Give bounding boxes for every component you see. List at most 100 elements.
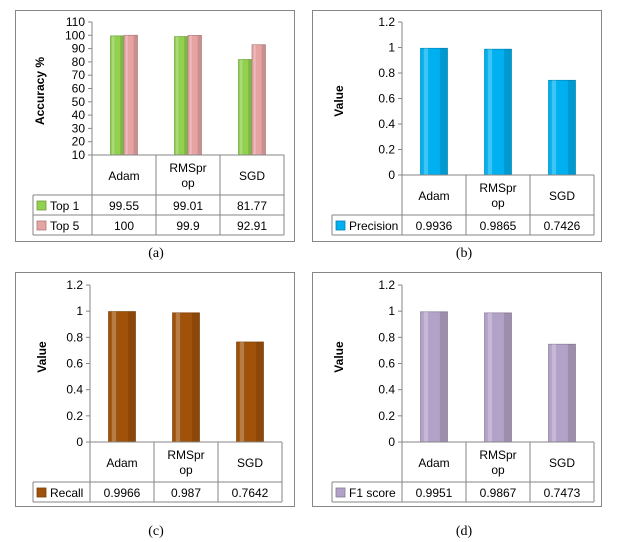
bar-shadow <box>503 312 512 442</box>
bar <box>420 47 448 176</box>
bar-shadow <box>567 80 576 175</box>
y-tick-label: 1 <box>388 304 395 318</box>
bar-highlight <box>253 44 256 155</box>
legend-label: Top 5 <box>50 219 80 233</box>
bar <box>172 312 200 443</box>
panel-caption: (b) <box>455 246 473 261</box>
x-category-label: RMSpr <box>167 448 204 462</box>
data-label: 0.987 <box>171 486 201 500</box>
bar <box>548 79 576 176</box>
chart-panel-c: Value 0 0.2 0.4 0.6 0.8 1 1.2 Adam RMSpr op SGD Rec… <box>0 270 300 542</box>
bar-highlight <box>125 35 128 155</box>
bar <box>108 311 136 443</box>
bar <box>236 341 264 443</box>
y-tick-label: 1.2 <box>378 15 395 29</box>
legend-label: Recall <box>50 486 83 500</box>
y-tick-label: 0.8 <box>66 330 83 344</box>
x-category-label: Adam <box>418 189 449 203</box>
x-category-label: RMSpr <box>479 448 516 462</box>
y-tick-label: 80 <box>72 55 86 69</box>
bar-highlight <box>111 311 117 442</box>
bar <box>420 311 448 443</box>
data-label: 0.9966 <box>104 486 141 500</box>
bar-highlight <box>423 311 429 442</box>
bar-shadow <box>248 59 252 155</box>
legend-key <box>335 220 346 231</box>
y-tick-label: 60 <box>72 82 86 96</box>
panel-caption: (c) <box>148 524 164 539</box>
bar-shadow <box>120 35 124 155</box>
y-tick-label: 0.2 <box>378 143 395 157</box>
y-tick-label: 0.6 <box>66 357 83 371</box>
bar-shadow <box>184 36 188 155</box>
x-category-label: op <box>181 176 195 190</box>
x-category-label: Adam <box>108 169 139 183</box>
x-category-label: op <box>491 463 505 477</box>
data-label: 0.9936 <box>416 219 453 233</box>
bar-shadow <box>197 35 202 155</box>
data-label: 99.01 <box>173 199 203 213</box>
panel-caption: (a) <box>148 246 164 261</box>
y-tick-label: 0.6 <box>378 357 395 371</box>
legend-label: Top 1 <box>50 199 80 213</box>
y-tick-label: 40 <box>72 108 86 122</box>
x-category-label: SGD <box>549 456 575 470</box>
y-tick-label: 0.8 <box>378 66 395 80</box>
data-label: 0.9951 <box>416 486 453 500</box>
y-tick-label: 90 <box>72 42 86 56</box>
bar-highlight <box>551 344 557 442</box>
data-label: 0.7473 <box>544 486 581 500</box>
legend-label: F1 score <box>349 486 396 500</box>
chart-panel-a: Accuracy % 10 20 30 40 50 60 70 80 90 100 110 Adam R… <box>0 0 300 270</box>
x-category-label: op <box>179 463 193 477</box>
data-label: 99.55 <box>109 199 139 213</box>
y-tick-label: 0.4 <box>66 383 83 397</box>
y-tick-label: 0 <box>388 435 395 449</box>
y-tick-label: 0.8 <box>378 330 395 344</box>
x-category-label: RMSpr <box>479 181 516 195</box>
bar-shadow <box>503 49 512 175</box>
x-category-label: SGD <box>237 456 263 470</box>
y-tick-label: 70 <box>72 68 86 82</box>
x-category-label: SGD <box>239 169 265 183</box>
y-tick-label: 0.2 <box>378 409 395 423</box>
y-tick-label: 10 <box>72 148 86 162</box>
bar-highlight <box>176 36 179 155</box>
bar-shadow <box>567 344 576 442</box>
data-label: 100 <box>114 219 134 233</box>
y-tick-label: 0 <box>388 168 395 182</box>
y-tick-label: 50 <box>72 95 86 109</box>
bar-shadow <box>127 311 136 442</box>
data-label: 81.77 <box>237 199 267 213</box>
bar-highlight <box>551 80 557 175</box>
x-category-label: Adam <box>106 456 137 470</box>
x-category-label: Adam <box>418 456 449 470</box>
data-label: 0.9867 <box>480 486 517 500</box>
bar-shadow <box>191 312 200 442</box>
y-tick-label: 0.2 <box>66 409 83 423</box>
legend-key <box>335 487 346 498</box>
x-category-label: op <box>491 196 505 210</box>
bar-shadow <box>439 48 448 176</box>
bar-highlight <box>240 59 243 155</box>
x-category-label: SGD <box>549 189 575 203</box>
bar-shadow <box>261 44 266 155</box>
data-label: 0.7426 <box>544 219 581 233</box>
y-tick-label: 1 <box>388 41 395 55</box>
y-tick-label: 1.2 <box>378 278 395 292</box>
bar-highlight <box>423 48 429 176</box>
legend-key <box>36 200 47 211</box>
bar-highlight <box>239 342 245 442</box>
y-tick-label: 0.4 <box>378 383 395 397</box>
bar-highlight <box>487 49 493 175</box>
y-tick-label: 0 <box>76 435 83 449</box>
data-label: 99.9 <box>176 219 200 233</box>
bar-shadow <box>439 311 448 442</box>
x-category-label: RMSpr <box>169 161 206 175</box>
legend-key <box>36 220 47 231</box>
y-tick-label: 0.6 <box>378 92 395 106</box>
